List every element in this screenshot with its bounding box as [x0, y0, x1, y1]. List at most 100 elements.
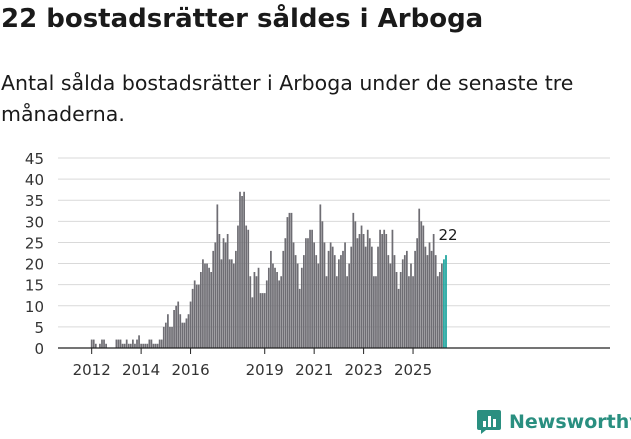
bar	[412, 276, 414, 348]
bar	[243, 191, 245, 348]
bar	[333, 255, 336, 348]
bar	[162, 326, 165, 348]
bar	[119, 339, 122, 348]
bar	[210, 272, 213, 348]
bar	[350, 246, 353, 348]
bar	[342, 250, 344, 348]
bar	[164, 322, 167, 348]
bar	[204, 263, 206, 348]
bar	[298, 288, 301, 348]
bar	[348, 263, 351, 348]
bar	[358, 234, 361, 348]
bar	[368, 238, 371, 348]
bar	[397, 288, 400, 348]
bar	[296, 263, 299, 348]
bar	[354, 221, 357, 348]
bar	[187, 314, 190, 348]
bar	[142, 343, 145, 348]
bar	[232, 263, 235, 348]
bar	[138, 335, 140, 348]
bar	[140, 343, 142, 348]
bar	[117, 339, 120, 348]
bar	[156, 343, 159, 348]
bar	[399, 272, 402, 348]
bar	[315, 255, 318, 348]
bar	[191, 288, 194, 348]
bar	[179, 314, 182, 348]
bar	[206, 263, 208, 348]
bar	[352, 212, 355, 348]
bar	[90, 339, 93, 348]
bar	[424, 246, 427, 348]
bar	[405, 250, 408, 348]
bar	[305, 238, 307, 348]
bar	[101, 339, 103, 348]
bar	[436, 276, 439, 348]
bar	[183, 322, 186, 348]
bar	[420, 221, 423, 348]
bar	[284, 238, 287, 348]
bar	[208, 267, 210, 348]
bar	[257, 267, 260, 348]
bar	[393, 255, 396, 348]
bar	[426, 255, 429, 348]
bar	[430, 250, 433, 348]
bar	[422, 225, 425, 348]
y-tick-label: 40	[25, 171, 44, 189]
bar	[222, 238, 225, 348]
bar	[202, 259, 204, 348]
bar	[418, 208, 421, 348]
bar	[391, 229, 394, 348]
bar	[92, 339, 95, 348]
x-tick-label: 2021	[295, 361, 333, 379]
bar	[123, 343, 126, 348]
bar	[181, 322, 184, 348]
bar	[377, 246, 379, 348]
bar	[362, 234, 365, 348]
bar	[245, 225, 248, 348]
bar	[129, 343, 132, 348]
bar	[267, 267, 270, 348]
bar	[94, 343, 97, 348]
bar	[344, 242, 346, 348]
bar	[263, 293, 266, 348]
bar	[278, 280, 281, 348]
y-tick-label: 0	[34, 340, 44, 358]
bar	[403, 255, 406, 348]
bar	[247, 229, 250, 348]
chart-title: 22 bostadsrätter såldes i Arboga	[1, 4, 484, 34]
bar	[103, 339, 105, 348]
bar	[199, 272, 202, 348]
bar	[276, 272, 278, 348]
bar	[239, 191, 241, 348]
bar	[230, 259, 233, 348]
bar	[160, 339, 163, 348]
bar	[134, 343, 136, 348]
y-tick-label: 35	[25, 192, 44, 210]
bar	[132, 339, 134, 348]
bar	[331, 246, 334, 348]
bar	[311, 229, 313, 348]
bar	[321, 221, 324, 348]
bar	[226, 234, 229, 348]
bar	[438, 272, 441, 348]
bar	[228, 259, 231, 348]
bar	[175, 305, 178, 348]
brand-name: Newsworthy	[509, 411, 631, 433]
bar	[224, 242, 227, 348]
bar	[99, 343, 101, 348]
bar	[237, 225, 239, 348]
bar	[253, 272, 256, 348]
bar	[323, 242, 326, 348]
x-tick-label: 2014	[122, 361, 160, 379]
bar	[346, 276, 348, 348]
bar	[125, 339, 128, 348]
bar	[272, 263, 274, 348]
bar	[443, 259, 445, 348]
bar	[255, 276, 258, 348]
x-tick-label: 2023	[345, 361, 383, 379]
bar	[274, 267, 276, 348]
newsworthy-logo-icon	[477, 410, 501, 434]
y-tick-label: 30	[25, 213, 44, 231]
